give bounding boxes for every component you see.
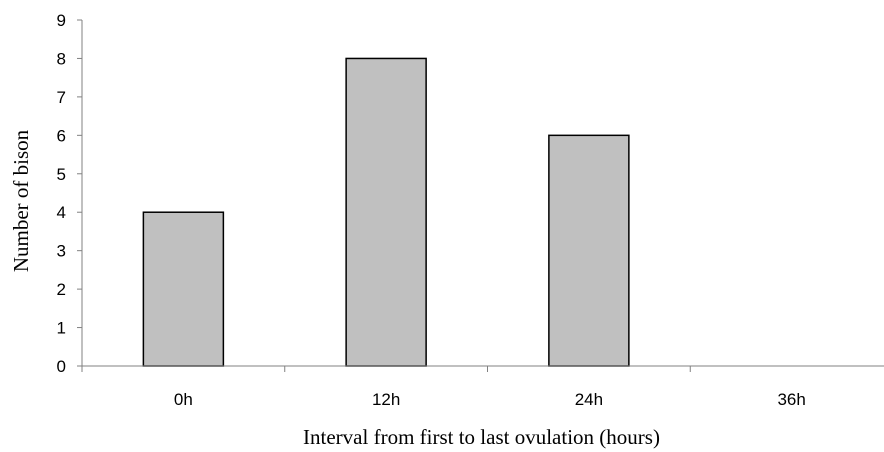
y-tick-label: 8 — [57, 49, 66, 68]
bar-24h — [548, 134, 630, 367]
x-axis-ticks — [81, 366, 691, 372]
x-axis-tick-labels: 0h 12h 24h 36h — [174, 390, 806, 409]
x-tick-label: 36h — [777, 390, 805, 409]
y-axis-title: Number of bison — [9, 129, 33, 272]
y-tick-label: 4 — [57, 203, 66, 222]
y-tick-label: 0 — [57, 357, 66, 376]
bar-0h — [142, 211, 225, 367]
y-tick-label: 9 — [57, 11, 66, 30]
x-tick-label: 24h — [575, 390, 603, 409]
x-tick-label: 12h — [372, 390, 400, 409]
bar-12h — [345, 57, 427, 367]
bars — [142, 57, 630, 367]
y-tick-label: 5 — [57, 165, 66, 184]
y-tick-label: 1 — [57, 319, 66, 338]
y-tick-label: 7 — [57, 88, 66, 107]
y-tick-label: 2 — [57, 280, 66, 299]
x-tick-label: 0h — [174, 390, 193, 409]
x-axis-title: Interval from first to last ovulation (h… — [303, 425, 660, 449]
y-tick-label: 3 — [57, 242, 66, 261]
y-tick-label: 6 — [57, 126, 66, 145]
y-axis-ticks: 0 1 2 3 4 5 6 7 8 9 — [57, 11, 82, 376]
